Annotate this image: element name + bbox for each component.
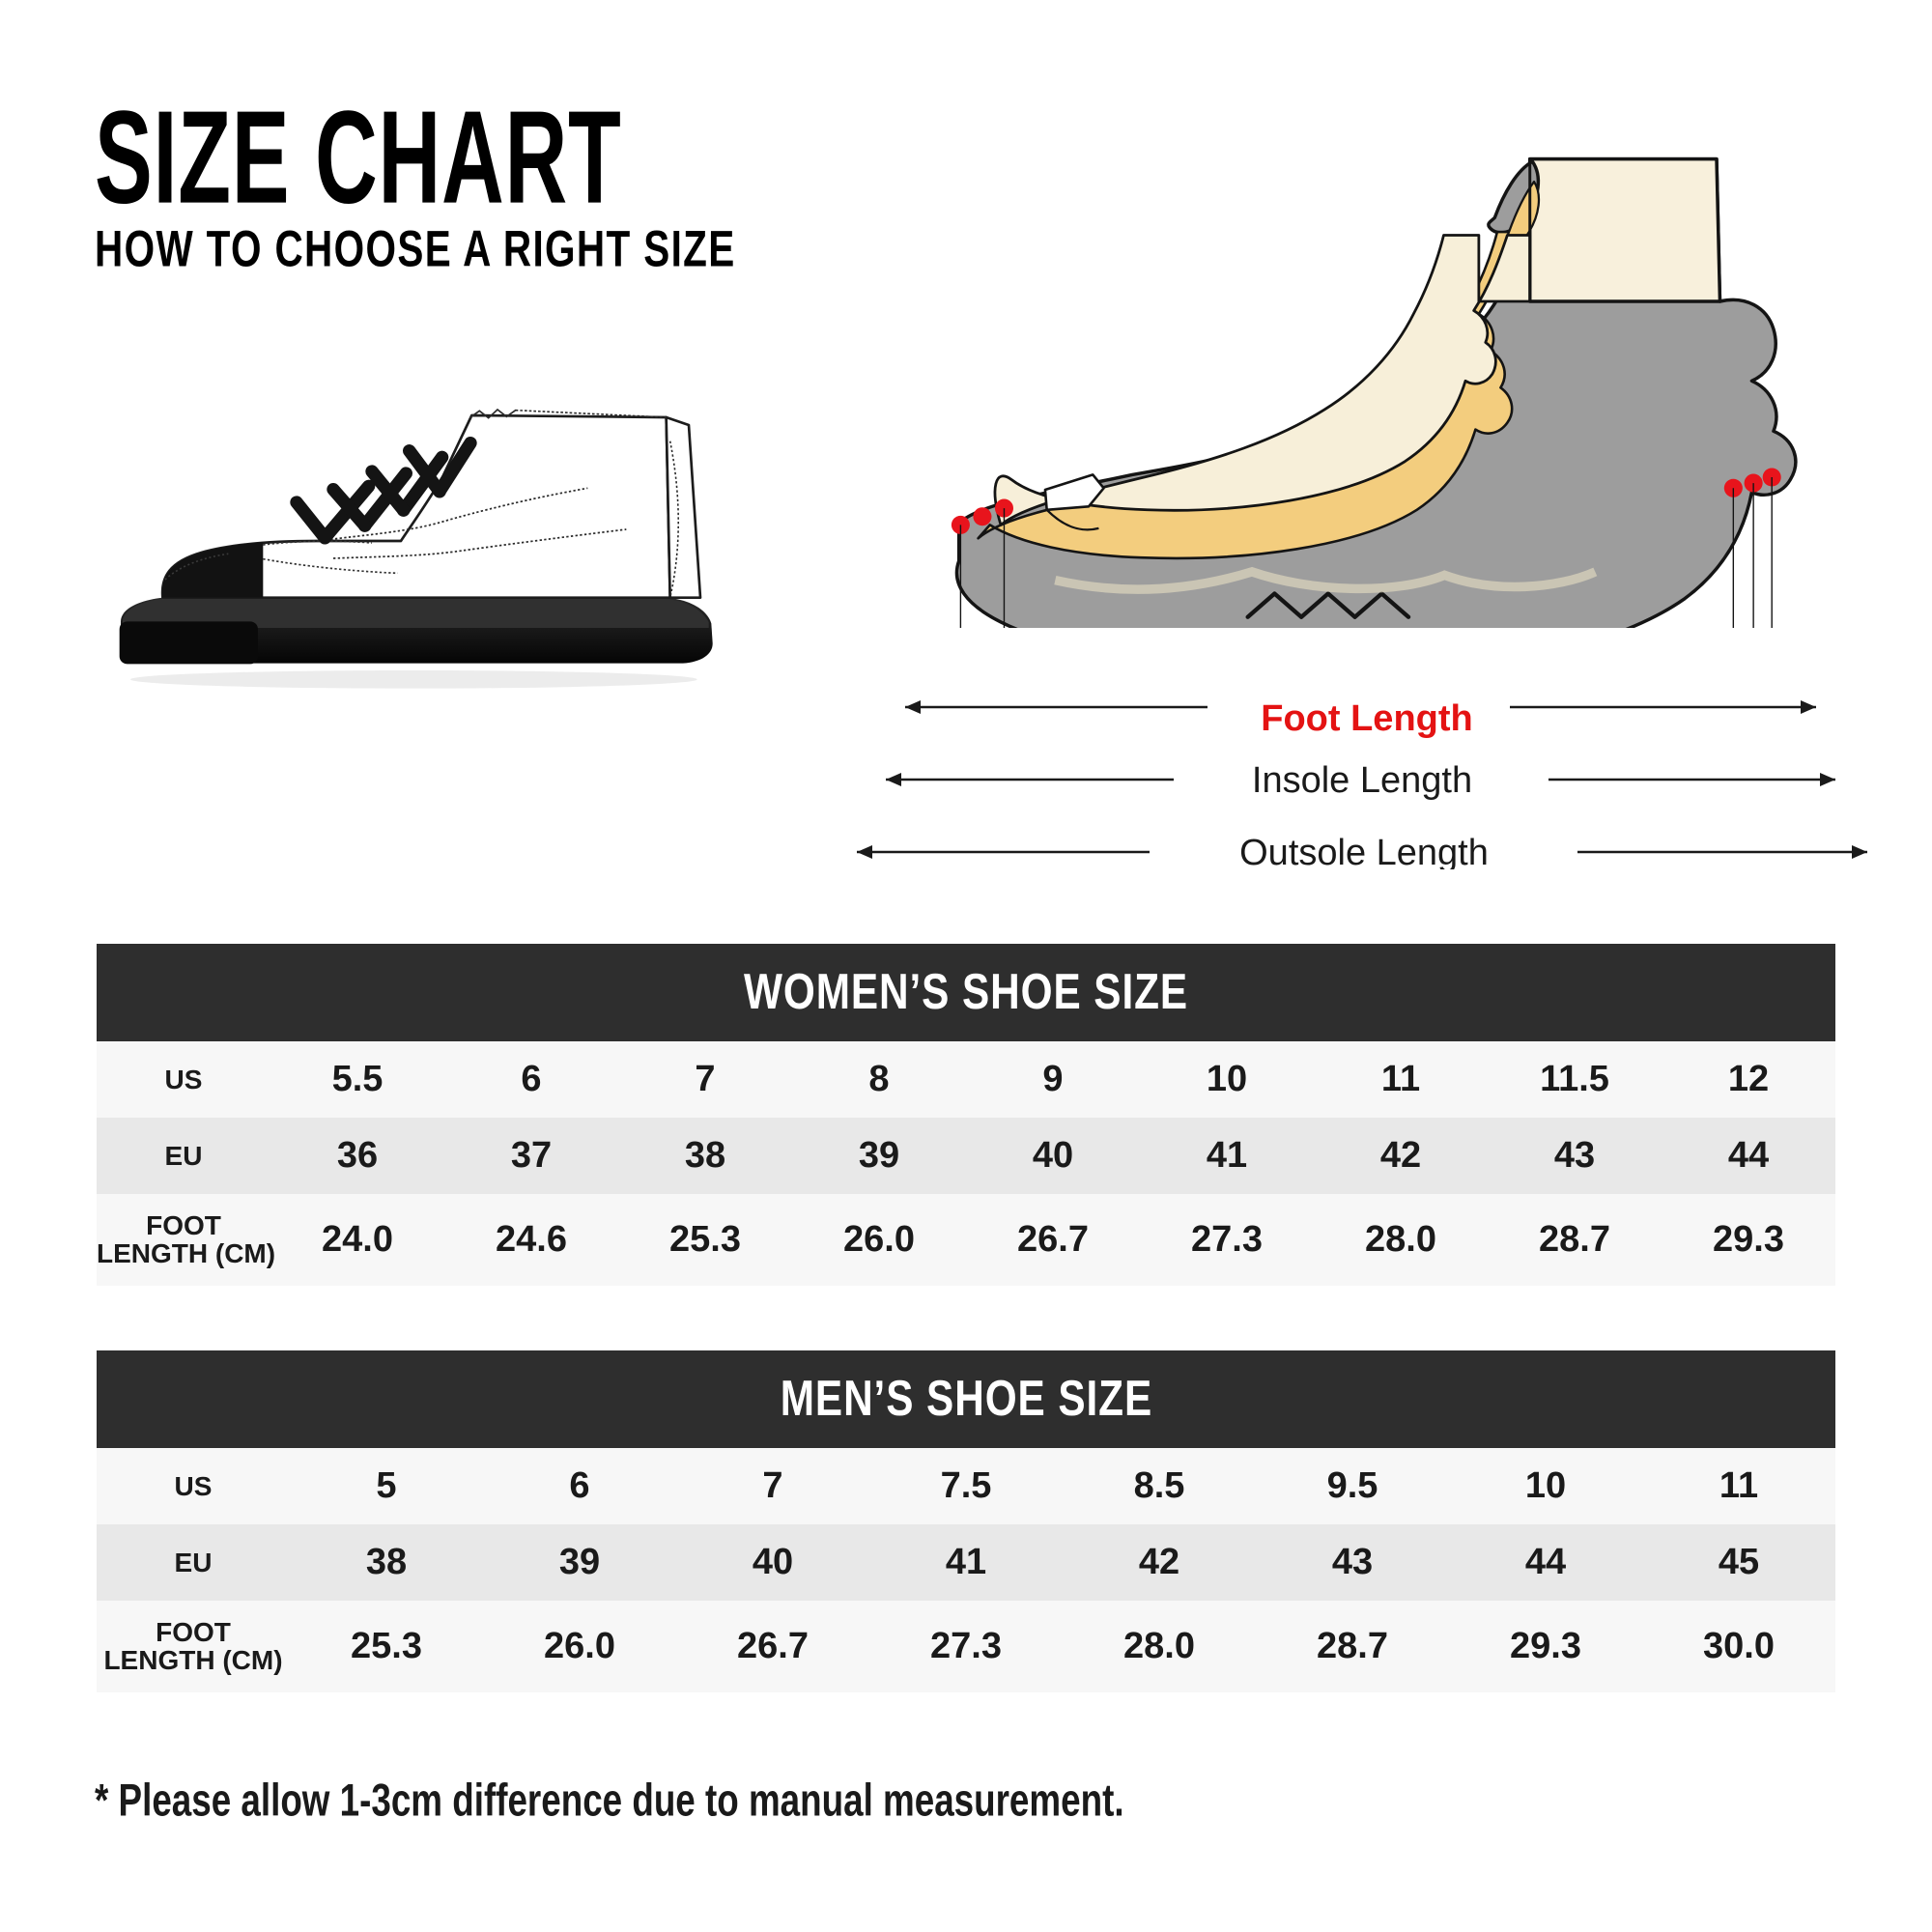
svg-text:Outsole Length: Outsole Length <box>1239 833 1489 869</box>
svg-text:Foot Length: Foot Length <box>1261 698 1472 739</box>
svg-text:Insole Length: Insole Length <box>1252 760 1472 801</box>
